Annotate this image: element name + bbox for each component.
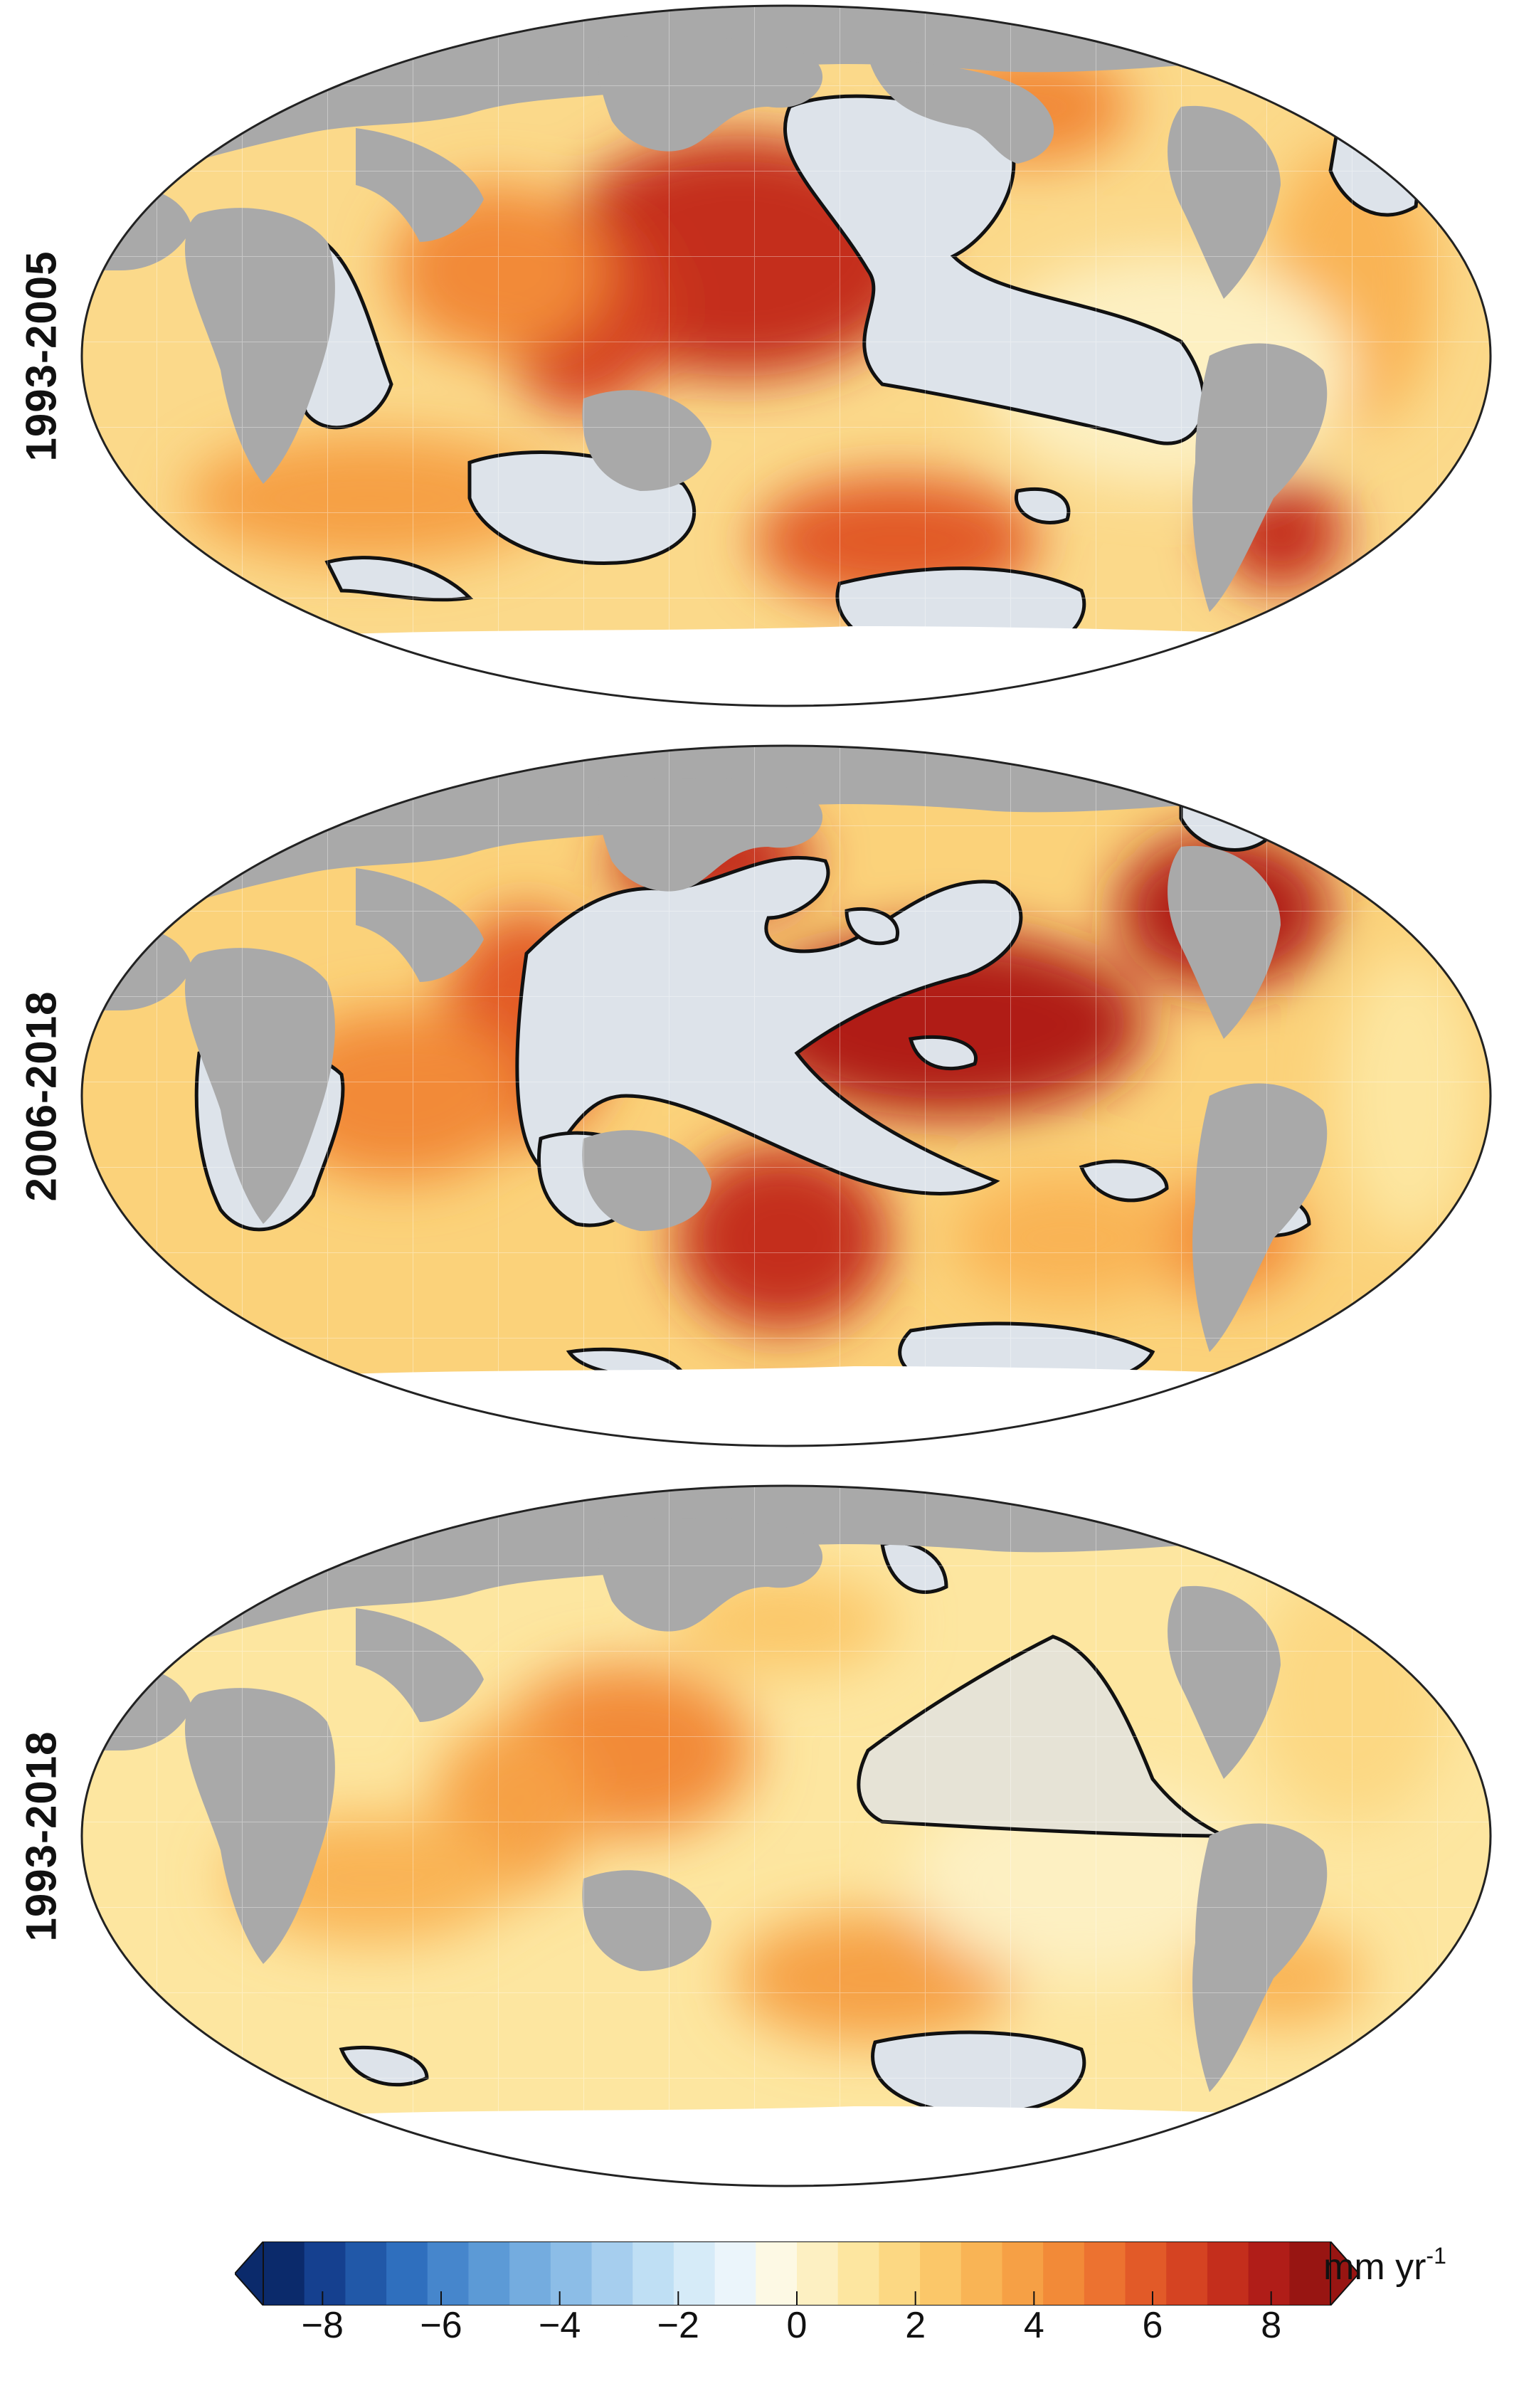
sea-level-trend-map-2006-2018 xyxy=(80,744,1492,1447)
colorbar-cell xyxy=(263,2241,305,2306)
panel-label-1993-2005: 1993-2005 xyxy=(17,250,65,461)
colorbar-cell xyxy=(960,2241,1003,2306)
colorbar-tick-label: 6 xyxy=(1142,2305,1163,2346)
colorbar-cell xyxy=(1002,2241,1044,2306)
colorbar-cell xyxy=(756,2241,798,2306)
sea-level-trend-map-1993-2005 xyxy=(80,4,1492,707)
colorbar-cell xyxy=(837,2241,879,2306)
colorbar-extend-low xyxy=(235,2241,264,2306)
colorbar-cells xyxy=(263,2241,1331,2306)
colorbar-ticks xyxy=(322,2291,1272,2306)
colorbar-cell xyxy=(345,2241,387,2306)
colorbar-cell xyxy=(920,2241,962,2306)
colorbar-cell xyxy=(591,2241,633,2306)
colorbar-cell xyxy=(797,2241,839,2306)
colorbar-tick-label: 0 xyxy=(786,2305,808,2346)
colorbar-tick-label: −8 xyxy=(301,2305,344,2346)
colorbar-cell xyxy=(1289,2241,1331,2306)
map-panel-2006-2018: 2006-2018 xyxy=(0,740,1514,1452)
colorbar-cell xyxy=(550,2241,593,2306)
colorbar-cell xyxy=(1248,2241,1290,2306)
colorbar-cell xyxy=(673,2241,716,2306)
colorbar-tick-label: 8 xyxy=(1261,2305,1282,2346)
colorbar-cell xyxy=(1125,2241,1167,2306)
colorbar-cell xyxy=(427,2241,470,2306)
panel-label-2006-2018: 2006-2018 xyxy=(17,991,65,1201)
colorbar-cell xyxy=(714,2241,756,2306)
colorbar-cell xyxy=(1166,2241,1208,2306)
colorbar-cell xyxy=(1084,2241,1126,2306)
colorbar-tick-label: −4 xyxy=(539,2305,581,2346)
colorbar-tick-label: −6 xyxy=(420,2305,462,2346)
colorbar-tick-label: 4 xyxy=(1023,2305,1044,2346)
colorbar-cell xyxy=(304,2241,346,2306)
map-panel-1993-2005: 1993-2005 xyxy=(0,0,1514,712)
colorbar-cell xyxy=(632,2241,674,2306)
map-panel-1993-2018: 1993-2018 xyxy=(0,1480,1514,2192)
colorbar-cell xyxy=(1207,2241,1249,2306)
panel-label-1993-2018: 1993-2018 xyxy=(17,1731,65,1941)
colorbar-cell xyxy=(468,2241,510,2306)
colorbar xyxy=(235,2241,1359,2306)
colorbar-cell xyxy=(386,2241,428,2306)
colorbar-cell xyxy=(509,2241,551,2306)
colorbar-cell xyxy=(1043,2241,1085,2306)
colorbar-cell xyxy=(879,2241,921,2306)
colorbar-tick-label: 2 xyxy=(905,2305,926,2346)
sea-level-trend-map-1993-2018 xyxy=(80,1484,1492,2187)
colorbar-tick-label: −2 xyxy=(657,2305,699,2346)
colorbar-unit-label: mm yr-1 xyxy=(1323,2243,1446,2288)
